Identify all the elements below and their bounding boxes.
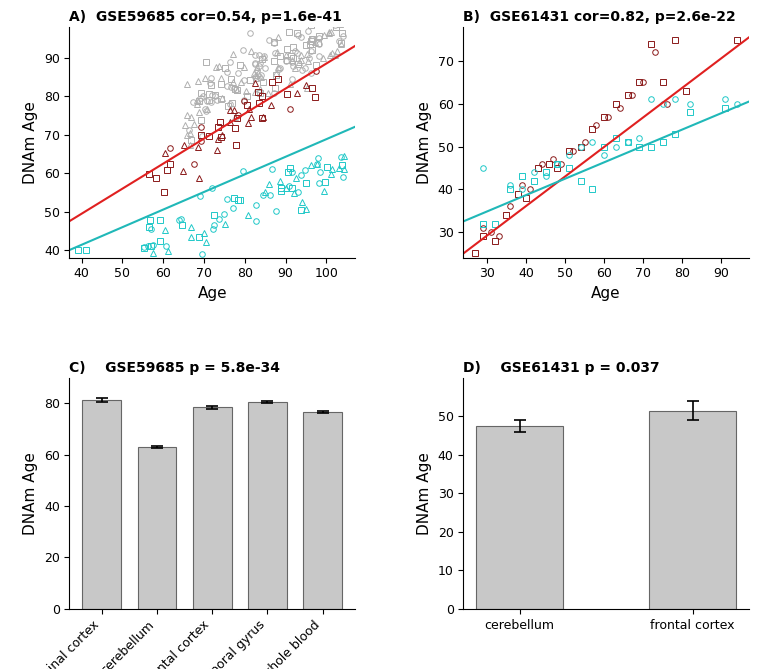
X-axis label: Age: Age bbox=[591, 286, 621, 301]
Bar bbox=[193, 407, 232, 609]
Bar bbox=[83, 399, 121, 609]
Y-axis label: DNAm Age: DNAm Age bbox=[23, 101, 38, 184]
Y-axis label: DNAm Age: DNAm Age bbox=[417, 452, 432, 535]
Bar bbox=[248, 402, 286, 609]
Bar bbox=[476, 426, 563, 609]
Bar bbox=[303, 413, 342, 609]
Y-axis label: DNAm Age: DNAm Age bbox=[23, 452, 38, 535]
Y-axis label: DNAm Age: DNAm Age bbox=[417, 101, 432, 184]
Text: B)  GSE61431 cor=0.82, p=2.6e-22: B) GSE61431 cor=0.82, p=2.6e-22 bbox=[463, 10, 736, 24]
Text: A)  GSE59685 cor=0.54, p=1.6e-41: A) GSE59685 cor=0.54, p=1.6e-41 bbox=[69, 10, 342, 24]
X-axis label: Age: Age bbox=[198, 286, 227, 301]
Bar bbox=[137, 447, 176, 609]
Text: D)    GSE61431 p = 0.037: D) GSE61431 p = 0.037 bbox=[463, 361, 660, 375]
Bar bbox=[649, 411, 736, 609]
Text: C)    GSE59685 p = 5.8e-34: C) GSE59685 p = 5.8e-34 bbox=[69, 361, 280, 375]
